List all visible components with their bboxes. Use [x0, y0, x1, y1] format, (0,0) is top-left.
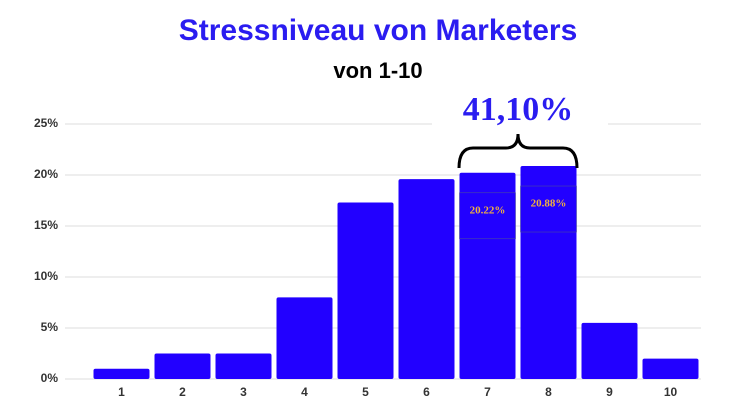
y-tick-label: 15%: [34, 218, 58, 232]
bar: [93, 368, 150, 379]
x-tick-label: 2: [179, 385, 186, 399]
annotation: 41,10%: [463, 91, 574, 128]
chart-subtitle: von 1-10: [333, 58, 422, 83]
value-label-box: [459, 192, 516, 240]
bar: [337, 202, 394, 379]
bar: [581, 322, 638, 379]
bracket: [457, 133, 579, 169]
x-tick-label: 4: [301, 385, 308, 399]
x-tick-label: 8: [545, 385, 552, 399]
value-label-box: [520, 185, 577, 233]
x-tick-label: 9: [606, 385, 613, 399]
value-label: 20.88%: [531, 198, 567, 210]
y-tick-label: 5%: [41, 320, 59, 334]
bar: [459, 172, 516, 379]
bar: [215, 353, 272, 379]
y-tick-label: 10%: [34, 269, 58, 283]
bar: [276, 297, 333, 379]
bar: [154, 353, 211, 379]
y-tick-label: 25%: [34, 116, 58, 130]
x-tick-label: 1: [118, 385, 125, 399]
y-tick-label: 20%: [34, 167, 58, 181]
y-tick-label: 0%: [41, 371, 59, 385]
x-tick-label: 3: [240, 385, 247, 399]
x-tick-label: 6: [423, 385, 430, 399]
bar: [398, 179, 455, 379]
x-tick-label: 7: [484, 385, 491, 399]
chart-title: Stressniveau von Marketers: [179, 14, 578, 47]
x-tick-label: 10: [664, 385, 678, 399]
bar: [642, 358, 699, 379]
x-tick-label: 5: [362, 385, 369, 399]
value-label: 20.22%: [470, 204, 506, 216]
bar: [520, 166, 577, 379]
annotation-bg: [432, 92, 608, 132]
